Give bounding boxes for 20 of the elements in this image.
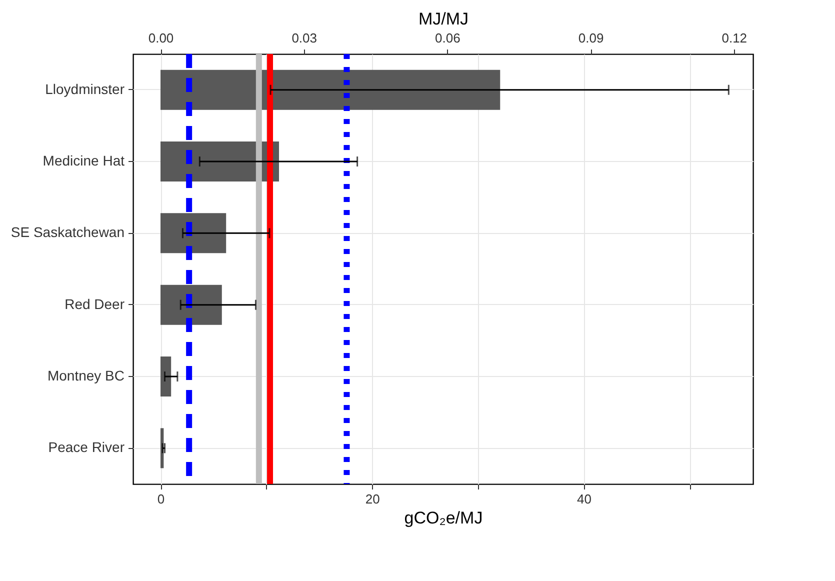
y-tick-label: Peace River: [48, 439, 125, 456]
y-tick-label: Medicine Hat: [42, 152, 125, 168]
y-tick-label: SE Saskatchewan: [10, 224, 124, 240]
y-tick-label: Red Deer: [64, 296, 125, 312]
y-tick-label: Lloydminster: [45, 80, 125, 97]
bar: [160, 213, 226, 254]
x-tick-label: 20: [365, 492, 380, 506]
bar: [160, 356, 172, 396]
bar: [160, 284, 222, 325]
y-tick-label: Montney BC: [47, 368, 124, 384]
x2-axis-title: MJ/MJ: [418, 10, 469, 28]
x-tick-label: 40: [576, 492, 592, 506]
bar: [160, 70, 500, 110]
x2-tick-label: 0.09: [578, 30, 604, 46]
x2-tick-label: 0.00: [148, 30, 174, 46]
x-tick-label: 0: [157, 492, 165, 506]
x2-tick-label: 0.12: [722, 30, 748, 46]
x2-tick-label: 0.03: [292, 30, 318, 46]
x2-tick-label: 0.06: [435, 30, 460, 46]
x-axis-title: gCO₂e/MJ: [404, 508, 483, 528]
